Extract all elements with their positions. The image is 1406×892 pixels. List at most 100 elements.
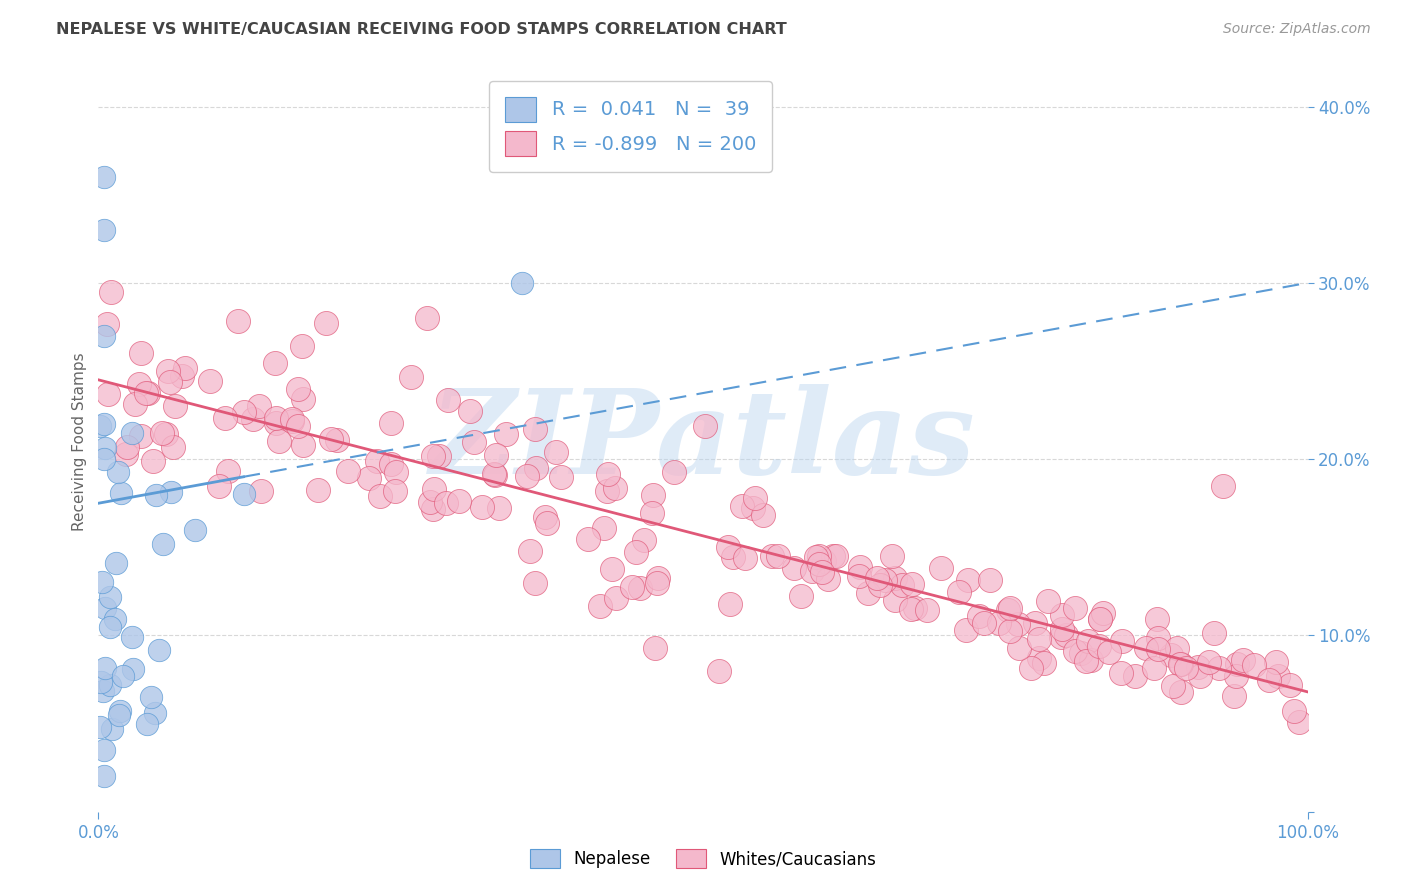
Point <box>1028 632 1050 646</box>
Point <box>198 374 221 388</box>
Point <box>1160 648 1182 662</box>
Point <box>578 532 600 546</box>
Point <box>437 392 460 407</box>
Point <box>93 417 115 431</box>
Point <box>207 479 229 493</box>
Point <box>145 488 167 502</box>
Point <box>1198 655 1220 669</box>
Point <box>550 469 572 483</box>
Point <box>603 481 626 495</box>
Point <box>848 568 870 582</box>
Point <box>90 675 112 690</box>
Point <box>605 591 627 606</box>
Point <box>93 452 115 467</box>
Point <box>1076 654 1098 668</box>
Point <box>807 549 830 563</box>
Point <box>789 590 811 604</box>
Point <box>1091 606 1114 620</box>
Point <box>422 482 444 496</box>
Point <box>1088 612 1111 626</box>
Point <box>1208 661 1230 675</box>
Point <box>463 435 485 450</box>
Point <box>1288 714 1310 729</box>
Point <box>823 549 845 563</box>
Point <box>1050 631 1073 645</box>
Point <box>1267 669 1289 683</box>
Point <box>471 500 494 515</box>
Point <box>1007 616 1029 631</box>
Point <box>766 549 789 563</box>
Point <box>242 411 264 425</box>
Point <box>1050 607 1073 622</box>
Point <box>105 556 128 570</box>
Point <box>998 624 1021 638</box>
Point <box>524 575 547 590</box>
Point <box>873 573 896 587</box>
Point <box>1187 660 1209 674</box>
Point <box>100 285 122 299</box>
Point <box>111 668 134 682</box>
Point <box>129 346 152 360</box>
Point <box>141 454 163 468</box>
Point <box>165 399 187 413</box>
Point <box>1258 673 1281 687</box>
Point <box>806 550 828 565</box>
Text: Source: ZipAtlas.com: Source: ZipAtlas.com <box>1223 22 1371 37</box>
Point <box>662 466 685 480</box>
Point <box>124 397 146 411</box>
Point <box>366 454 388 468</box>
Point <box>523 422 546 436</box>
Point <box>108 707 131 722</box>
Point <box>752 508 775 522</box>
Point <box>101 722 124 736</box>
Point <box>1054 628 1077 642</box>
Point <box>1109 666 1132 681</box>
Point <box>1170 685 1192 699</box>
Point <box>929 560 952 574</box>
Point <box>731 499 754 513</box>
Point <box>488 501 510 516</box>
Point <box>148 643 170 657</box>
Point <box>967 608 990 623</box>
Point <box>94 601 117 615</box>
Point <box>447 494 470 508</box>
Point <box>228 314 250 328</box>
Point <box>1225 669 1247 683</box>
Point <box>1223 689 1246 703</box>
Point <box>422 501 444 516</box>
Point <box>1111 633 1133 648</box>
Point <box>848 560 870 574</box>
Point <box>263 356 285 370</box>
Point <box>91 684 114 698</box>
Point <box>641 488 664 502</box>
Point <box>93 223 115 237</box>
Point <box>460 404 482 418</box>
Point <box>143 706 166 720</box>
Point <box>824 549 846 563</box>
Point <box>321 432 343 446</box>
Point <box>307 483 329 497</box>
Point <box>516 469 538 483</box>
Point <box>97 387 120 401</box>
Point <box>595 483 617 498</box>
Point <box>641 506 664 520</box>
Point <box>647 571 669 585</box>
Point <box>979 573 1001 587</box>
Point <box>1033 657 1056 671</box>
Point <box>593 521 616 535</box>
Point <box>139 690 162 705</box>
Point <box>695 419 717 434</box>
Point <box>1019 660 1042 674</box>
Point <box>1175 660 1198 674</box>
Point <box>89 720 111 734</box>
Point <box>1146 612 1168 626</box>
Point <box>856 585 879 599</box>
Point <box>264 411 287 425</box>
Point <box>869 578 891 592</box>
Point <box>1166 640 1188 655</box>
Point <box>485 448 508 462</box>
Point <box>150 426 173 441</box>
Point <box>291 339 314 353</box>
Point <box>997 603 1019 617</box>
Point <box>128 377 150 392</box>
